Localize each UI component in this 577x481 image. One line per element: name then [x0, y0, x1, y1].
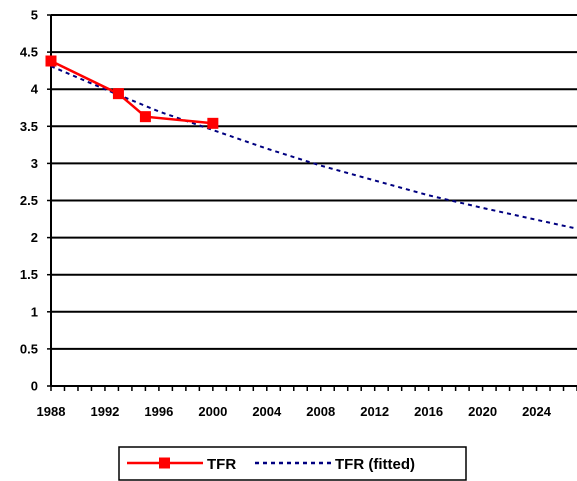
legend-tfr-label: TFR — [207, 456, 236, 473]
series-tfr-fitted-line — [50, 65, 577, 230]
data-series — [45, 55, 577, 230]
x-tick-label: 2016 — [414, 404, 443, 419]
series-tfr-point-1988 — [45, 55, 57, 67]
series-tfr-line — [50, 59, 213, 125]
x-tick-label: 2024 — [522, 404, 552, 419]
x-tick-label: 2000 — [198, 404, 227, 419]
x-tick-label: 2020 — [468, 404, 497, 419]
y-tick-label: 2.5 — [20, 193, 38, 208]
x-tick-label: 1992 — [90, 404, 119, 419]
y-tick-label: 1 — [31, 304, 38, 319]
x-tick-label: 1996 — [144, 404, 173, 419]
y-tick-label: 0.5 — [20, 341, 38, 356]
legend-tfr-marker — [159, 457, 170, 469]
y-tick-label: 5 — [31, 8, 38, 23]
x-tick-label: 2004 — [252, 404, 282, 419]
gridlines — [51, 14, 577, 387]
y-tick-label: 4.5 — [20, 45, 38, 60]
axes — [47, 14, 577, 391]
x-axis-tick-labels: 1988 1992 1996 2000 2004 2008 2012 2016 2020 2024 — [37, 404, 552, 419]
legend-fitted-label: TFR (fitted) — [335, 456, 415, 473]
y-tick-label: 2 — [31, 230, 38, 245]
y-tick-label: 3 — [31, 156, 38, 171]
y-axis-tick-labels: 0 0.5 1 1.5 2 2.5 3 3.5 4 4.5 5 — [20, 8, 39, 394]
y-tick-label: 1.5 — [20, 267, 38, 282]
y-tick-label: 3.5 — [20, 119, 38, 134]
series-tfr-point-1993 — [112, 88, 124, 100]
x-tick-label: 1988 — [37, 404, 66, 419]
y-tick-label: 4 — [31, 82, 39, 97]
legend: TFR TFR (fitted) — [118, 446, 467, 481]
x-tick-label: 2012 — [360, 404, 389, 419]
series-tfr-point-1995 — [139, 111, 151, 123]
y-tick-label: 0 — [31, 379, 38, 394]
x-tick-label: 2008 — [306, 404, 335, 419]
series-tfr-point-2000 — [207, 117, 219, 129]
